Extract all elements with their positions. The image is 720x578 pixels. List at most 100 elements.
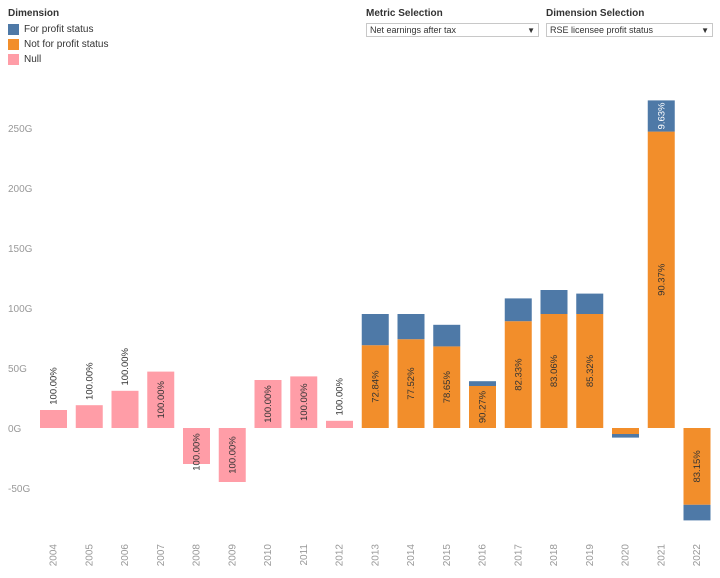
legend-item-not-for-profit[interactable]: Not for profit status <box>8 37 108 52</box>
bar-null-2011 <box>290 376 318 428</box>
x-tick-label: 2011 <box>299 544 310 566</box>
bar-null-2004 <box>40 410 67 428</box>
metric-selection-value: Net earnings after tax <box>370 25 457 35</box>
bar-not-for-profit-status-2016 <box>469 386 496 428</box>
bar-label: 82.33% <box>513 358 524 391</box>
legend-item-for-profit[interactable]: For profit status <box>8 22 108 37</box>
y-tick-label: 100G <box>8 304 33 315</box>
bar-not-for-profit-status-2015 <box>433 346 461 428</box>
bar-label: 78.65% <box>442 371 453 404</box>
bar-for-profit-status-2014 <box>397 314 425 340</box>
x-tick-label: 2019 <box>585 544 596 567</box>
x-tick-label: 2004 <box>49 544 60 567</box>
y-tick-label: 0G <box>8 424 22 435</box>
metric-selection-label: Metric Selection <box>366 8 443 19</box>
bar-null-2012 <box>326 420 353 428</box>
bar-for-profit-status-2015 <box>433 324 461 347</box>
chevron-down-icon: ▼ <box>527 26 535 35</box>
bar-label: 77.52% <box>406 367 417 400</box>
x-tick-label: 2009 <box>227 544 238 567</box>
x-tick-label: 2015 <box>442 544 453 567</box>
bar-null-2010 <box>254 380 282 428</box>
legend-swatch-null <box>8 54 19 65</box>
bar-null-2005 <box>75 405 103 428</box>
bar-null-2007 <box>147 371 175 428</box>
x-tick-label: 2008 <box>192 544 203 567</box>
bar-label: 100.00% <box>299 383 310 421</box>
bar-label-2021-for-profit: 9.63% <box>656 102 667 129</box>
bar-not-for-profit-status-2020 <box>612 428 639 434</box>
legend-item-null[interactable]: Null <box>8 52 108 67</box>
bar-not-for-profit-status-2022 <box>683 428 711 505</box>
bar-label: 100.00% <box>49 367 60 405</box>
y-tick-label: 250G <box>8 124 33 135</box>
bar-label: 90.37% <box>656 263 667 296</box>
bar-not-for-profit-status-2021 <box>647 131 675 428</box>
bar-not-for-profit-status-2019 <box>576 314 604 428</box>
dimension-selection-dropdown[interactable]: RSE licensee profit status ▼ <box>546 23 713 37</box>
dimension-selection-label: Dimension Selection <box>546 8 645 19</box>
legend-swatch-not-for-profit <box>8 39 19 50</box>
metric-selection-dropdown[interactable]: Net earnings after tax ▼ <box>366 23 539 37</box>
dimension-selection-value: RSE licensee profit status <box>550 25 654 35</box>
bar-label: 100.00% <box>192 433 203 471</box>
x-tick-label: 2017 <box>513 544 524 567</box>
bar-labels: 100.00% 100.00% 100.00% 100.00% 100.00% 100.0… <box>49 102 704 483</box>
x-tick-label: 2010 <box>263 544 274 567</box>
bar-for-profit-status-2018 <box>540 290 568 314</box>
bar-for-profit-status-2016 <box>469 381 496 386</box>
metric-selection: Metric Selection Net earnings after tax … <box>366 8 539 37</box>
x-tick-label: 2020 <box>621 544 632 567</box>
bar-label: 90.27% <box>478 390 489 423</box>
bar-for-profit-status-2021 <box>647 100 675 132</box>
bars <box>40 100 711 521</box>
bar-label: 72.84% <box>370 370 381 403</box>
bar-label: 100.00% <box>84 362 95 400</box>
y-axis: -50G 0G 50G 100G 150G 200G 250G <box>8 124 33 495</box>
bar-for-profit-status-2019 <box>576 293 604 314</box>
bar-null-2008 <box>183 428 210 464</box>
y-tick-label: 200G <box>8 184 33 195</box>
bar-null-2009 <box>218 428 246 482</box>
x-tick-label: 2016 <box>478 544 489 567</box>
legend-label-not-for-profit: Not for profit status <box>24 39 109 50</box>
y-tick-label: 150G <box>8 244 33 255</box>
bar-label: 85.32% <box>585 354 596 387</box>
y-tick-label: -50G <box>8 484 30 495</box>
bar-for-profit-status-2013 <box>361 314 389 346</box>
bar-not-for-profit-status-2017 <box>504 321 532 428</box>
legend-label-for-profit: For profit status <box>24 24 94 35</box>
bar-for-profit-status-2020 <box>612 434 639 438</box>
chevron-down-icon: ▼ <box>701 26 709 35</box>
x-tick-label: 2006 <box>120 544 131 567</box>
bar-label: 100.00% <box>120 348 131 386</box>
bar-for-profit-status-2017 <box>504 298 532 322</box>
bar-label: 83.06% <box>549 354 560 387</box>
x-tick-label: 2014 <box>406 544 417 567</box>
legend-label-null: Null <box>24 54 42 65</box>
x-tick-label: 2018 <box>549 544 560 567</box>
bar-label: 100.00% <box>156 381 167 419</box>
bar-null-2006 <box>111 390 139 428</box>
y-tick-label: 50G <box>8 364 27 375</box>
bar-not-for-profit-status-2013 <box>361 345 389 428</box>
bar-for-profit-status-2022 <box>683 504 711 521</box>
x-tick-label: 2007 <box>156 544 167 567</box>
legend: Dimension For profit status Not for prof… <box>8 8 108 67</box>
legend-title: Dimension <box>8 8 60 19</box>
bar-label: 100.00% <box>227 436 238 474</box>
x-axis: 2004 2005 2006 2007 2008 2009 2010 2011 2012 2013… <box>49 544 704 567</box>
bar-not-for-profit-status-2018 <box>540 314 568 428</box>
legend-swatch-for-profit <box>8 24 19 35</box>
bar-label: 100.00% <box>263 385 274 423</box>
bar-label: 83.15% <box>692 450 703 483</box>
x-tick-label: 2022 <box>692 544 703 567</box>
x-tick-label: 2013 <box>370 544 381 567</box>
x-tick-label: 2021 <box>656 544 667 567</box>
x-tick-label: 2005 <box>84 544 95 567</box>
dimension-selection: Dimension Selection RSE licensee profit … <box>546 8 713 37</box>
x-tick-label: 2012 <box>335 544 346 567</box>
bar-not-for-profit-status-2014 <box>397 339 425 428</box>
bar-label: 100.00% <box>335 378 346 416</box>
